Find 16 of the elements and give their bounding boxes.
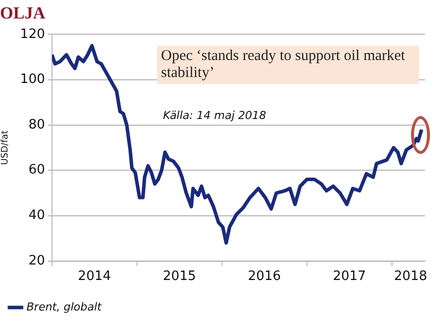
x-tick-label: 2016 xyxy=(248,269,281,284)
x-tick-label: 2014 xyxy=(78,269,112,284)
annotation: Opec ‘stands ready to support oil market stability’ xyxy=(157,46,419,84)
y-tick-label: 80 xyxy=(28,117,45,132)
y-tick-label: 40 xyxy=(28,208,45,224)
x-tick-label: 2017 xyxy=(332,269,366,284)
legend-label: Brent, globalt xyxy=(26,300,102,314)
y-axis-title: USD/fat xyxy=(0,130,11,165)
y-tick-label: 100 xyxy=(20,72,45,88)
chart-title: OLJA xyxy=(0,4,46,23)
annotation: Källa: 14 maj 2018 xyxy=(163,109,266,122)
y-tick-label: 20 xyxy=(28,253,45,268)
y-tick-label: 120 xyxy=(20,26,45,42)
x-tick-label: 2015 xyxy=(162,269,196,284)
x-tick-label: 2018 xyxy=(394,269,428,284)
y-tick-label: 60 xyxy=(28,162,45,178)
